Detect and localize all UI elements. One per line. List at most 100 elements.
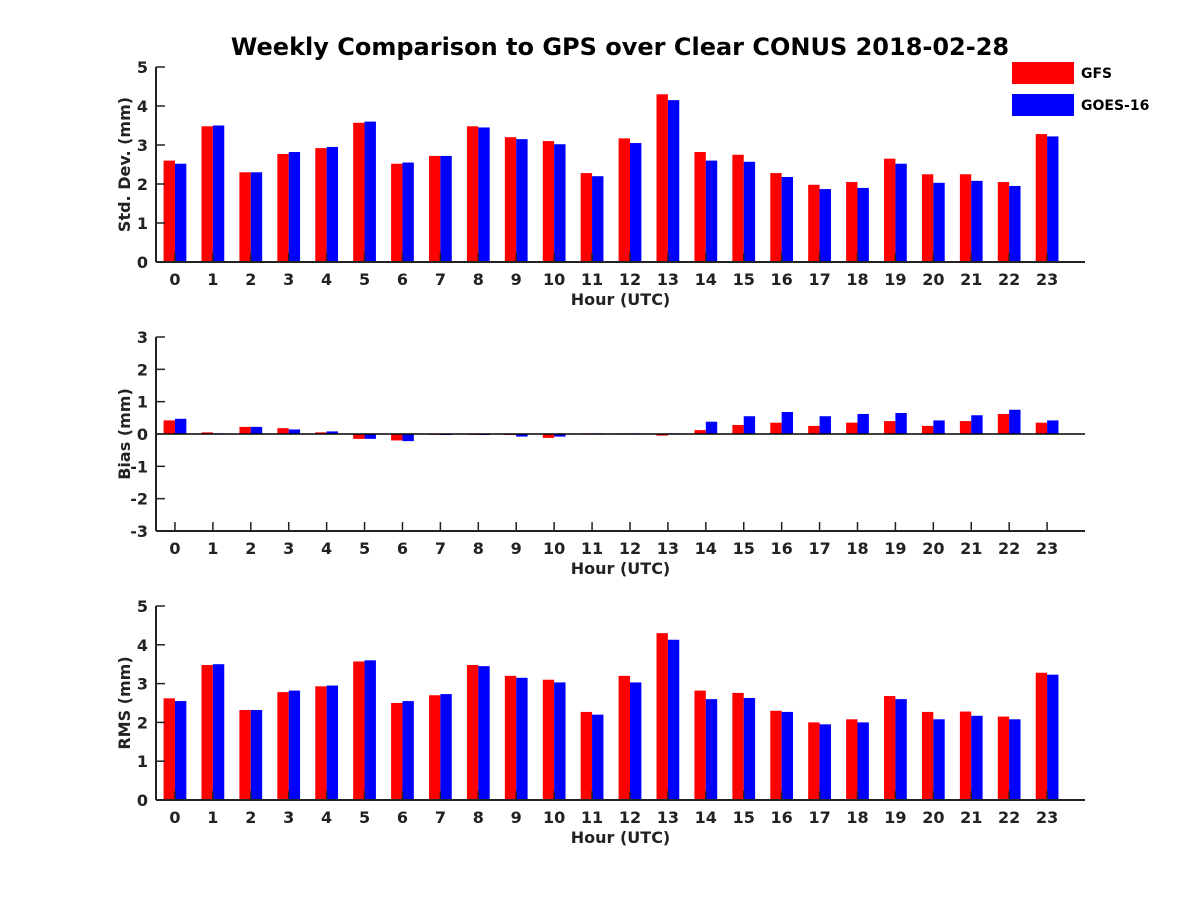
bar-std-goes16-10 xyxy=(554,144,566,262)
xtick-label-rms-14: 14 xyxy=(695,808,717,827)
bar-rms-gfs-12 xyxy=(618,675,630,800)
ytick-label-std-5: 5 xyxy=(137,58,148,77)
bar-rms-gfs-13 xyxy=(656,633,668,800)
bar-bias-goes16-6 xyxy=(402,434,414,442)
xtick-label-bias-14: 14 xyxy=(695,539,717,558)
bar-rms-gfs-8 xyxy=(466,664,479,800)
bar-std-goes16-14 xyxy=(705,160,718,262)
bar-std-gfs-19 xyxy=(884,158,896,262)
ytick-label-std-2: 2 xyxy=(137,175,148,194)
bar-std-goes16-5 xyxy=(364,121,376,262)
ytick-label-bias-0: 0 xyxy=(137,425,148,444)
xtick-label-bias-20: 20 xyxy=(922,539,944,558)
bar-std-goes16-11 xyxy=(592,176,604,262)
bar-std-gfs-18 xyxy=(846,182,858,262)
xtick-label-bias-18: 18 xyxy=(846,539,868,558)
bar-std-gfs-21 xyxy=(959,174,972,262)
xtick-label-std-22: 22 xyxy=(998,270,1020,289)
bar-bias-goes16-0 xyxy=(174,418,187,434)
xtick-label-bias-3: 3 xyxy=(283,539,294,558)
bar-bias-goes16-18 xyxy=(857,413,869,434)
bar-rms-goes16-22 xyxy=(1009,719,1021,800)
xtick-label-bias-6: 6 xyxy=(397,539,408,558)
ytick-label-bias-2: 2 xyxy=(137,360,148,379)
bar-rms-goes16-16 xyxy=(781,711,794,800)
bar-std-goes16-0 xyxy=(174,163,187,262)
xtick-label-rms-2: 2 xyxy=(245,808,256,827)
xtick-label-bias-1: 1 xyxy=(207,539,218,558)
bar-std-gfs-6 xyxy=(391,163,403,262)
bar-rms-goes16-14 xyxy=(705,699,718,800)
bar-rms-goes16-9 xyxy=(516,677,528,800)
bar-rms-gfs-14 xyxy=(694,690,706,800)
ytick-label-bias--2: -2 xyxy=(130,490,148,509)
xtick-label-bias-5: 5 xyxy=(359,539,370,558)
bar-rms-gfs-20 xyxy=(921,711,934,800)
bar-bias-gfs-13 xyxy=(656,434,668,436)
bar-rms-goes16-21 xyxy=(971,715,983,800)
bar-std-gfs-2 xyxy=(239,172,251,262)
bar-std-goes16-7 xyxy=(440,155,452,262)
bar-bias-gfs-20 xyxy=(921,425,934,434)
bar-rms-goes16-6 xyxy=(402,701,414,800)
xtick-label-std-5: 5 xyxy=(359,270,370,289)
ytick-label-rms-4: 4 xyxy=(137,636,148,655)
bar-std-gfs-17 xyxy=(808,184,820,262)
bar-std-goes16-15 xyxy=(743,161,756,262)
bar-rms-gfs-11 xyxy=(580,711,593,800)
bar-std-gfs-15 xyxy=(732,154,744,262)
bar-bias-goes16-19 xyxy=(895,412,907,434)
bar-std-gfs-14 xyxy=(694,152,706,262)
xtick-label-bias-11: 11 xyxy=(581,539,603,558)
bar-bias-gfs-5 xyxy=(353,434,365,439)
bar-rms-gfs-23 xyxy=(1035,672,1048,800)
bar-rms-goes16-3 xyxy=(288,690,301,800)
bar-bias-gfs-14 xyxy=(694,430,706,434)
ytick-label-rms-2: 2 xyxy=(137,713,148,732)
bar-bias-gfs-17 xyxy=(808,425,820,434)
x-axis-label-rms: Hour (UTC) xyxy=(571,828,671,847)
xtick-label-bias-9: 9 xyxy=(511,539,522,558)
bar-bias-goes16-15 xyxy=(743,416,756,434)
xtick-label-std-2: 2 xyxy=(245,270,256,289)
xtick-label-std-3: 3 xyxy=(283,270,294,289)
xtick-label-rms-17: 17 xyxy=(808,808,830,827)
xtick-label-bias-10: 10 xyxy=(543,539,565,558)
xtick-label-bias-15: 15 xyxy=(733,539,755,558)
ytick-label-bias-3: 3 xyxy=(137,328,148,347)
xtick-label-rms-3: 3 xyxy=(283,808,294,827)
bar-std-gfs-22 xyxy=(997,182,1010,262)
bar-std-goes16-6 xyxy=(402,162,414,262)
xtick-label-std-4: 4 xyxy=(321,270,332,289)
xtick-label-std-11: 11 xyxy=(581,270,603,289)
bar-std-goes16-4 xyxy=(326,146,339,262)
xtick-label-rms-15: 15 xyxy=(733,808,755,827)
xtick-label-rms-4: 4 xyxy=(321,808,332,827)
xtick-label-std-18: 18 xyxy=(846,270,868,289)
bar-bias-goes16-10 xyxy=(554,434,566,437)
bar-rms-gfs-22 xyxy=(997,716,1010,800)
xtick-label-rms-16: 16 xyxy=(771,808,793,827)
bar-rms-gfs-15 xyxy=(732,692,744,800)
xtick-label-std-15: 15 xyxy=(733,270,755,289)
xtick-label-std-13: 13 xyxy=(657,270,679,289)
bar-bias-gfs-6 xyxy=(391,434,403,441)
bar-rms-gfs-16 xyxy=(770,710,782,800)
xtick-label-std-1: 1 xyxy=(207,270,218,289)
ytick-label-std-4: 4 xyxy=(137,97,148,116)
xtick-label-bias-22: 22 xyxy=(998,539,1020,558)
bar-bias-goes16-21 xyxy=(971,415,983,434)
y-axis-label-bias: Bias (mm) xyxy=(115,388,134,480)
bar-rms-gfs-2 xyxy=(239,709,251,800)
bar-bias-gfs-18 xyxy=(846,422,858,434)
bar-rms-goes16-1 xyxy=(212,664,225,800)
xtick-label-rms-12: 12 xyxy=(619,808,641,827)
bar-rms-goes16-2 xyxy=(250,709,263,800)
xtick-label-std-20: 20 xyxy=(922,270,944,289)
bar-std-gfs-23 xyxy=(1035,134,1048,262)
bar-std-gfs-20 xyxy=(921,174,934,262)
bar-std-goes16-1 xyxy=(212,125,225,262)
bar-rms-gfs-19 xyxy=(884,696,896,800)
ytick-label-bias--3: -3 xyxy=(130,522,148,541)
bar-bias-gfs-4 xyxy=(315,432,327,434)
